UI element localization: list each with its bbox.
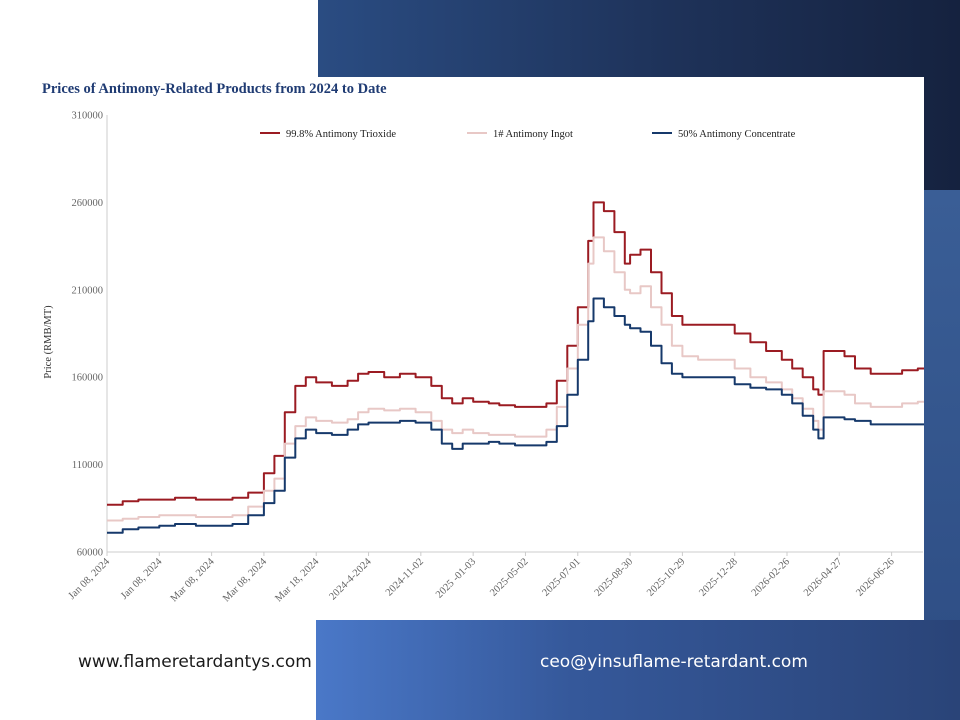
y-tick-label: 260000 [72,198,104,209]
x-tick-label: 2026-04-27 [802,556,844,598]
x-tick-label: Jan 08, 2024 [119,556,165,602]
series-group [107,201,924,534]
series-line-1 [107,201,924,506]
y-tick-label: 310000 [72,111,104,122]
x-tick-label: Jan 08, 2024 [67,556,113,602]
website-text: www.flameretardantys.com [78,652,312,672]
x-tick-label: 2025-08-30 [593,556,635,598]
y-ticks: 60000 110000 160000 210000 260000 310000 [72,111,104,559]
x-tick-label: 2025-05-02 [488,556,530,598]
x-ticks: Jan 08, 2024 Jan 08, 2024 Mar 08, 2024 Mar … [67,552,897,604]
chart-title: Prices of Antimony-Related Products from… [42,81,387,97]
y-tick-label: 60000 [77,548,103,559]
y-tick-label: 110000 [72,460,103,471]
x-tick-label: 2026-02-26 [750,556,792,598]
email-text: ceo@yinsuflame-retardant.com [540,652,808,672]
x-tick-label: Mar 08, 2024 [221,556,270,605]
legend-label-3: 50% Antimony Concentrate [678,129,796,140]
x-tick-label: 2025-10-29 [645,556,687,598]
x-tick-label: 2025-07-01 [540,556,582,598]
x-tick-label: 2025 -01-03 [434,556,478,600]
series-line-2 [107,236,924,522]
line-chart: Prices of Antimony-Related Products from… [42,81,924,604]
x-tick-label: Mar 08, 2024 [169,556,218,605]
legend: 99.8% Antimony Trioxide 1# Antimony Ingot… [260,129,796,140]
legend-label-2: 1# Antimony Ingot [493,129,573,140]
y-tick-label: 210000 [72,285,104,296]
x-tick-label: 2024-11-02 [384,556,426,598]
y-axis-label: Price (RMB/MT) [43,305,54,379]
chart-panel: Prices of Antimony-Related Products from… [32,77,924,620]
background-bottom-band [316,620,960,720]
x-tick-label: 2024-4-2024 [328,556,375,603]
x-tick-label: 2025-12-28 [697,556,739,598]
x-tick-label: 2026-06-26 [854,556,896,598]
background-right-band [920,190,960,630]
x-tick-label: Mar 18, 2024 [273,556,322,605]
y-tick-label: 160000 [72,373,104,384]
legend-label-1: 99.8% Antimony Trioxide [286,129,396,140]
series-line-3 [107,297,924,534]
